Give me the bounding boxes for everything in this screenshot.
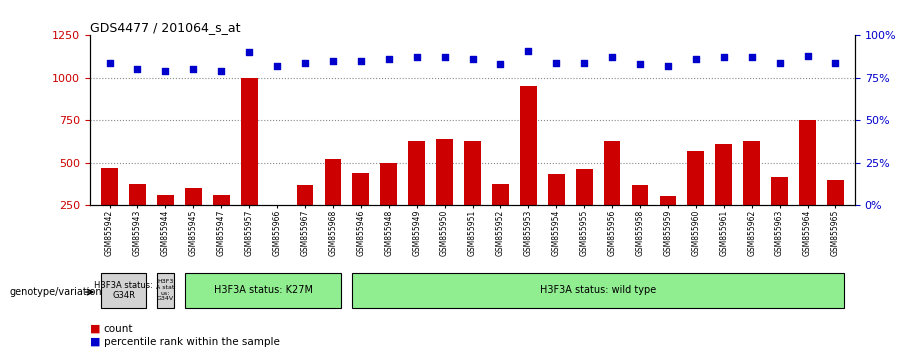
Text: ■: ■: [90, 337, 101, 347]
Point: [633, 62, 647, 67]
Point: [354, 58, 368, 64]
Bar: [799, 120, 816, 248]
Point: [661, 63, 675, 69]
Bar: [436, 139, 453, 248]
Bar: [520, 86, 536, 248]
Point: [410, 55, 424, 60]
Text: ■: ■: [90, 324, 101, 333]
Point: [158, 68, 173, 74]
Bar: [241, 78, 257, 248]
Bar: [157, 273, 174, 308]
Text: percentile rank within the sample: percentile rank within the sample: [104, 337, 279, 347]
Bar: [269, 207, 285, 248]
Bar: [409, 141, 425, 248]
Point: [605, 55, 619, 60]
Point: [103, 60, 117, 65]
Point: [577, 60, 591, 65]
Point: [326, 58, 340, 64]
Point: [744, 55, 759, 60]
Bar: [464, 141, 481, 248]
Bar: [353, 273, 844, 308]
Bar: [101, 168, 118, 248]
Text: H3F3A status: K27M: H3F3A status: K27M: [213, 285, 312, 295]
Text: genotype/variation: genotype/variation: [9, 287, 102, 297]
Point: [828, 60, 842, 65]
Bar: [660, 196, 676, 248]
Point: [688, 56, 703, 62]
Point: [298, 60, 312, 65]
Bar: [716, 144, 733, 248]
Point: [521, 48, 535, 53]
Bar: [632, 185, 648, 248]
Bar: [743, 141, 760, 248]
Point: [716, 55, 731, 60]
Bar: [157, 195, 174, 248]
Bar: [353, 173, 369, 248]
Point: [493, 62, 508, 67]
Bar: [771, 177, 788, 248]
Text: H3F3
A stat
us:
G34V: H3F3 A stat us: G34V: [157, 279, 175, 302]
Text: GDS4477 / 201064_s_at: GDS4477 / 201064_s_at: [90, 21, 240, 34]
Bar: [688, 151, 704, 248]
Point: [437, 55, 452, 60]
Point: [549, 60, 563, 65]
Point: [186, 67, 201, 72]
Bar: [381, 163, 397, 248]
Point: [382, 56, 396, 62]
Bar: [576, 169, 592, 248]
Point: [242, 50, 256, 55]
Bar: [129, 184, 146, 248]
Point: [800, 53, 814, 59]
Point: [270, 63, 284, 69]
Point: [130, 67, 145, 72]
Bar: [325, 159, 341, 248]
Text: H3F3A status: wild type: H3F3A status: wild type: [540, 285, 656, 295]
Text: count: count: [104, 324, 133, 333]
Point: [214, 68, 229, 74]
Bar: [184, 188, 202, 248]
Bar: [297, 185, 313, 248]
Bar: [184, 273, 341, 308]
Bar: [212, 195, 230, 248]
Bar: [604, 141, 620, 248]
Text: H3F3A status:
G34R: H3F3A status: G34R: [94, 281, 153, 300]
Bar: [101, 273, 146, 308]
Point: [465, 56, 480, 62]
Bar: [548, 174, 564, 248]
Bar: [827, 180, 844, 248]
Point: [772, 60, 787, 65]
Bar: [492, 184, 508, 248]
